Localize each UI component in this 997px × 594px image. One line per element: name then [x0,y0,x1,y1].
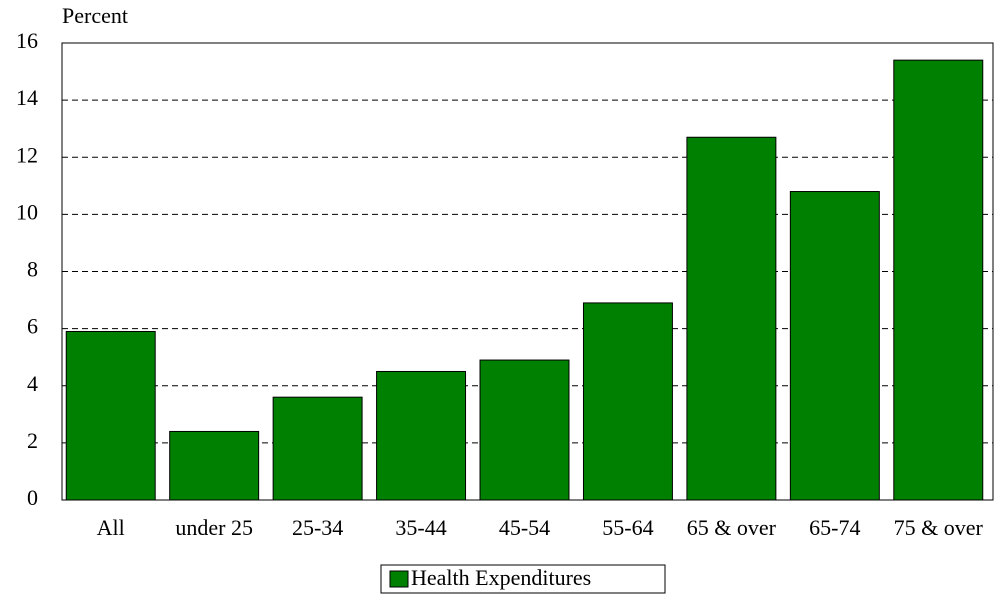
y-tick-label: 4 [27,371,38,396]
legend-swatch [389,570,409,588]
bar [789,191,880,501]
y-tick-label: 6 [27,314,38,339]
x-tick-label: 55-64 [602,515,653,540]
bar [272,396,363,501]
x-tick-label: 25-34 [292,515,343,540]
y-axis-label: Percent [62,3,128,28]
legend-box [380,564,666,594]
x-tick-label: 35-44 [395,515,446,540]
y-tick-label: 2 [27,428,38,453]
y-tick-label: 8 [27,257,38,282]
x-tick-label: 45-54 [499,515,550,540]
x-tick-label: 75 & over [894,515,984,540]
x-tick-label: All [97,515,125,540]
y-tick-label: 12 [16,142,38,167]
x-tick-label: 65-74 [809,515,860,540]
x-tick-label: 65 & over [687,515,777,540]
bar [376,370,467,501]
bar [582,302,673,501]
bar [169,430,260,501]
y-tick-label: 14 [16,85,38,110]
bar [686,136,777,501]
y-tick-label: 16 [16,28,38,53]
bar [479,359,570,501]
bar [893,59,984,501]
legend-label: Health Expenditures [411,565,591,590]
y-tick-label: 10 [16,199,38,224]
y-tick-label: 0 [27,485,38,510]
x-tick-label: under 25 [175,515,253,540]
bar [65,330,156,501]
